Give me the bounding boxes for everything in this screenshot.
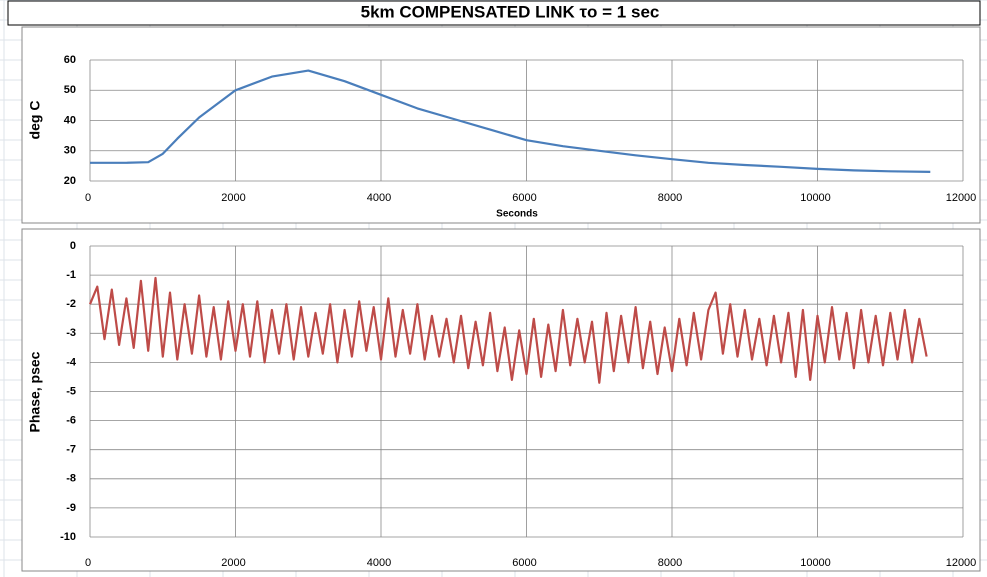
y-axis-label: deg C <box>27 101 43 140</box>
y-tick-label: 60 <box>64 54 76 66</box>
y-tick-label: 50 <box>64 84 76 96</box>
x-tick-label: 4000 <box>367 557 391 569</box>
chart-title: 5km COMPENSATED LINK τo = 1 sec <box>361 2 660 21</box>
x-axis-label: Seconds <box>496 209 538 220</box>
bottom-chart-box <box>21 228 981 572</box>
y-tick-label: 40 <box>64 114 76 126</box>
x-tick-label: 8000 <box>658 557 682 569</box>
x-tick-label: 4000 <box>367 192 391 204</box>
x-tick-label: 6000 <box>512 557 536 569</box>
top-chart-box <box>21 26 981 224</box>
y-tick-label: -8 <box>66 473 76 485</box>
y-tick-label: -2 <box>66 298 76 310</box>
x-tick-label: 0 <box>85 557 91 569</box>
x-tick-label: 10000 <box>800 192 831 204</box>
x-tick-label: 6000 <box>512 192 536 204</box>
y-tick-label: 0 <box>70 240 76 252</box>
x-tick-label: 12000 <box>946 557 977 569</box>
y-axis-label: Phase, psec <box>27 351 43 432</box>
y-tick-label: -10 <box>60 531 76 543</box>
y-tick-label: 30 <box>64 145 76 157</box>
y-tick-label: -1 <box>66 269 76 281</box>
data-line <box>88 276 928 384</box>
y-tick-label: -9 <box>66 502 76 514</box>
y-tick-label: -6 <box>66 415 76 427</box>
title-box <box>7 0 981 26</box>
y-tick-label: -4 <box>66 356 77 368</box>
x-tick-label: 8000 <box>658 192 682 204</box>
x-tick-label: 2000 <box>221 192 245 204</box>
x-tick-label: 2000 <box>221 557 245 569</box>
y-tick-label: -5 <box>66 385 76 397</box>
y-tick-label: -3 <box>66 327 76 339</box>
x-tick-label: 10000 <box>800 557 831 569</box>
y-tick-label: -7 <box>66 444 76 456</box>
y-tick-label: 20 <box>64 175 76 187</box>
data-line <box>90 69 931 173</box>
x-tick-label: 0 <box>85 192 91 204</box>
x-tick-label: 12000 <box>946 192 977 204</box>
